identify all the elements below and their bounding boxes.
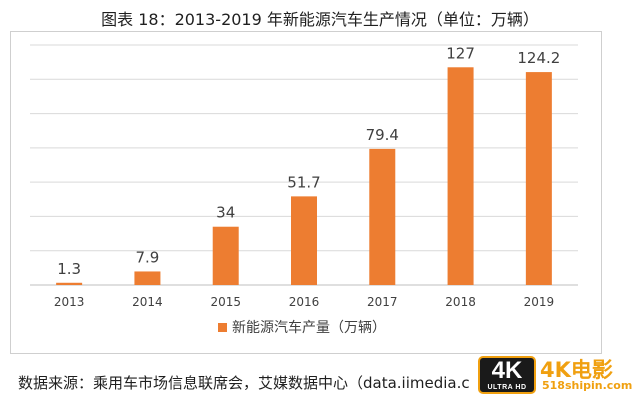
data-label-2016: 51.7 bbox=[287, 173, 320, 191]
x-tick-2015: 2015 bbox=[210, 295, 241, 309]
legend-label: 新能源汽车产量（万辆） bbox=[232, 319, 386, 336]
source-note: 数据来源：乘用车市场信息联席会，艾媒数据中心（data.iimedia.c bbox=[18, 374, 470, 392]
chart-title: 图表 18：2013-2019 年新能源汽车生产情况（单位：万辆） bbox=[101, 10, 539, 29]
watermark-text: 4K电影 bbox=[540, 358, 613, 382]
watermark-url: 518shipin.com bbox=[542, 379, 633, 392]
data-label-2019: 124.2 bbox=[517, 49, 560, 67]
legend-swatch bbox=[218, 323, 227, 332]
data-label-2018: 127 bbox=[446, 44, 475, 62]
x-tick-2019: 2019 bbox=[524, 295, 555, 309]
bar-2019 bbox=[525, 72, 552, 285]
x-tick-2016: 2016 bbox=[289, 295, 320, 309]
watermark-badge-text: 4K bbox=[491, 357, 523, 384]
bar-2017 bbox=[369, 148, 396, 285]
bar-2013 bbox=[56, 282, 83, 285]
watermark-badge: 4K ULTRA HD bbox=[478, 356, 536, 394]
bar-2018 bbox=[447, 67, 474, 286]
chart-frame bbox=[10, 31, 602, 354]
x-tick-2018: 2018 bbox=[445, 295, 476, 309]
legend: 新能源汽车产量（万辆） bbox=[218, 319, 386, 336]
data-label-2013: 1.3 bbox=[57, 260, 81, 278]
x-tick-2017: 2017 bbox=[367, 295, 398, 309]
data-label-2017: 79.4 bbox=[366, 126, 399, 144]
bar-2014 bbox=[134, 271, 161, 285]
bar-2016 bbox=[291, 196, 317, 285]
x-tick-2013: 2013 bbox=[54, 295, 85, 309]
watermark: 4K ULTRA HD 4K电影 518shipin.com bbox=[478, 354, 636, 398]
x-tick-2014: 2014 bbox=[132, 295, 163, 309]
data-label-2015: 34 bbox=[216, 204, 235, 222]
watermark-badge-sub: ULTRA HD bbox=[487, 384, 527, 391]
bar-2015 bbox=[212, 226, 239, 285]
data-label-2014: 7.9 bbox=[135, 248, 159, 266]
